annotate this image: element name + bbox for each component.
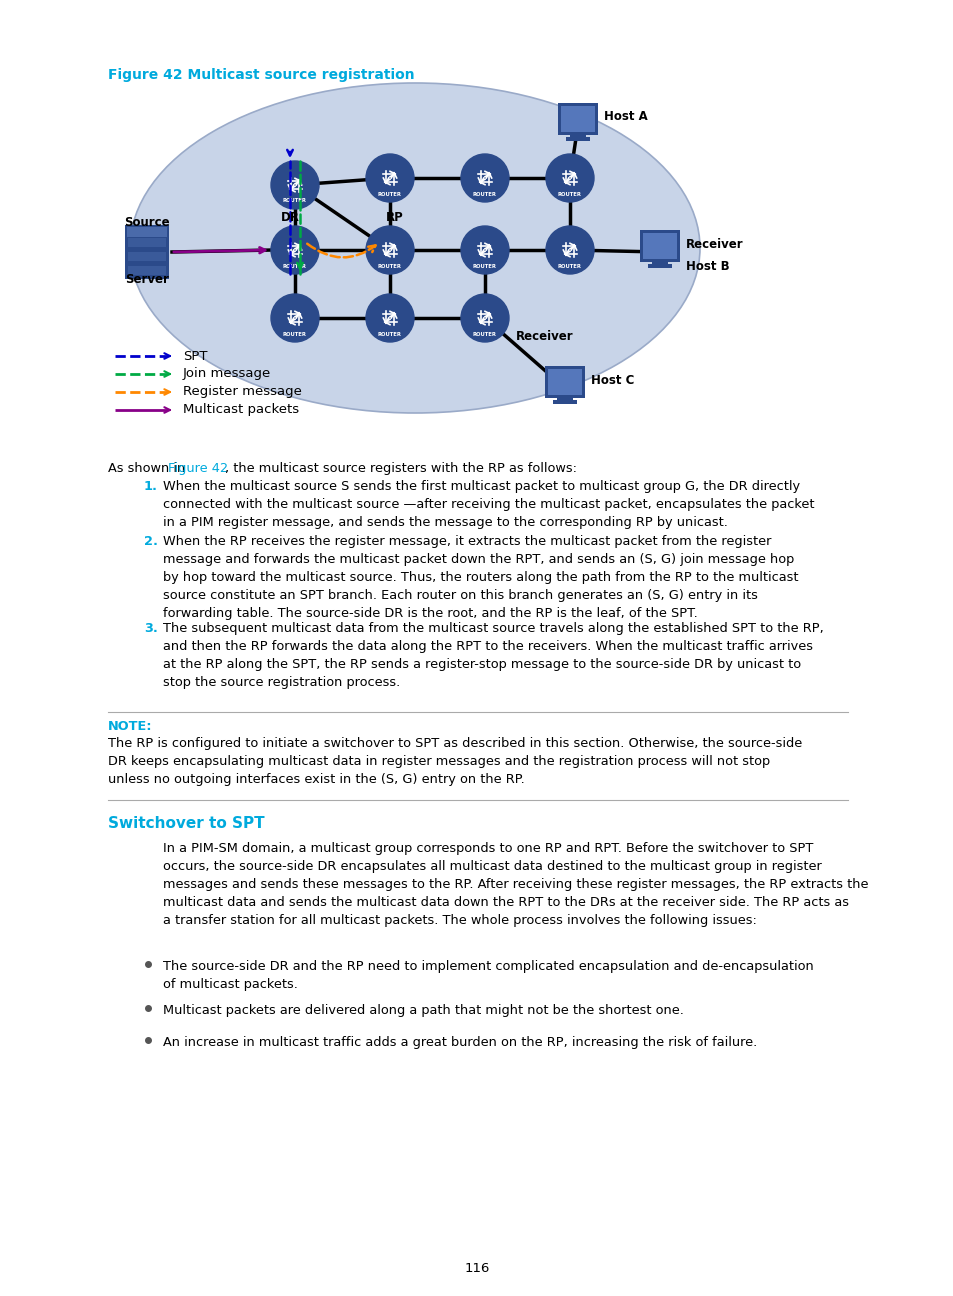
Text: RP: RP xyxy=(386,211,403,224)
Text: NOTE:: NOTE: xyxy=(108,721,152,734)
Bar xyxy=(565,137,589,141)
Bar xyxy=(128,266,166,275)
Text: ROUTER: ROUTER xyxy=(377,263,401,268)
Text: In a PIM-SM domain, a multicast group corresponds to one RP and RPT. Before the : In a PIM-SM domain, a multicast group co… xyxy=(163,842,867,927)
Bar xyxy=(125,226,169,279)
Text: Multicast packets are delivered along a path that might not be the shortest one.: Multicast packets are delivered along a … xyxy=(163,1004,683,1017)
Text: ROUTER: ROUTER xyxy=(473,263,497,268)
Bar xyxy=(647,264,671,268)
Bar xyxy=(651,260,667,266)
Text: Server: Server xyxy=(125,273,169,286)
Text: DR: DR xyxy=(280,211,299,224)
Circle shape xyxy=(271,161,318,209)
Bar xyxy=(544,365,584,398)
Bar xyxy=(128,238,166,248)
Text: 2.: 2. xyxy=(144,535,158,548)
Text: ROUTER: ROUTER xyxy=(283,332,307,337)
Text: When the multicast source S sends the first multicast packet to multicast group : When the multicast source S sends the fi… xyxy=(163,480,814,529)
Text: ROUTER: ROUTER xyxy=(558,192,581,197)
Circle shape xyxy=(271,226,318,273)
Circle shape xyxy=(460,294,509,342)
Text: When the RP receives the register message, it extracts the multicast packet from: When the RP receives the register messag… xyxy=(163,535,798,619)
Bar xyxy=(128,251,166,260)
Text: ROUTER: ROUTER xyxy=(283,198,307,203)
Text: Register message: Register message xyxy=(183,385,301,398)
Circle shape xyxy=(366,154,414,202)
Text: As shown in: As shown in xyxy=(108,461,190,476)
Text: Receiver: Receiver xyxy=(685,237,742,250)
Text: Host A: Host A xyxy=(603,110,647,123)
Circle shape xyxy=(366,294,414,342)
Bar xyxy=(569,133,585,139)
Circle shape xyxy=(460,226,509,273)
Text: SPT: SPT xyxy=(183,350,208,363)
Bar xyxy=(558,102,598,135)
Circle shape xyxy=(366,226,414,273)
Text: The source-side DR and the RP need to implement complicated encapsulation and de: The source-side DR and the RP need to im… xyxy=(163,960,813,991)
Bar xyxy=(547,369,581,395)
Text: Receiver: Receiver xyxy=(516,330,573,343)
Circle shape xyxy=(271,294,318,342)
Bar xyxy=(557,397,573,402)
Text: Host C: Host C xyxy=(590,373,634,386)
Bar xyxy=(642,233,677,259)
Text: An increase in multicast traffic adds a great burden on the RP, increasing the r: An increase in multicast traffic adds a … xyxy=(163,1036,757,1048)
Text: , the multicast source registers with the RP as follows:: , the multicast source registers with th… xyxy=(225,461,577,476)
Text: 116: 116 xyxy=(464,1262,489,1275)
Bar xyxy=(560,106,595,132)
Bar xyxy=(639,229,679,262)
Text: ROUTER: ROUTER xyxy=(558,263,581,268)
Text: ROUTER: ROUTER xyxy=(377,192,401,197)
Text: 3.: 3. xyxy=(144,622,157,635)
Circle shape xyxy=(545,226,594,273)
FancyArrowPatch shape xyxy=(307,244,375,258)
Text: Join message: Join message xyxy=(183,368,271,381)
Text: Host B: Host B xyxy=(685,260,729,273)
Text: Switchover to SPT: Switchover to SPT xyxy=(108,816,264,831)
Text: 1.: 1. xyxy=(144,480,158,492)
Text: Source: Source xyxy=(124,216,170,229)
Bar xyxy=(553,400,577,404)
Text: ROUTER: ROUTER xyxy=(473,332,497,337)
Text: ROUTER: ROUTER xyxy=(377,332,401,337)
Text: ROUTER: ROUTER xyxy=(473,192,497,197)
Text: Multicast packets: Multicast packets xyxy=(183,403,299,416)
Circle shape xyxy=(545,154,594,202)
Text: The RP is configured to initiate a switchover to SPT as described in this sectio: The RP is configured to initiate a switc… xyxy=(108,737,801,785)
Circle shape xyxy=(460,154,509,202)
Text: ROUTER: ROUTER xyxy=(283,263,307,268)
Text: Figure 42 Multicast source registration: Figure 42 Multicast source registration xyxy=(108,67,415,82)
Ellipse shape xyxy=(130,83,700,413)
Text: The subsequent multicast data from the multicast source travels along the establ: The subsequent multicast data from the m… xyxy=(163,622,822,689)
Text: Figure 42: Figure 42 xyxy=(168,461,228,476)
Bar xyxy=(127,227,167,237)
